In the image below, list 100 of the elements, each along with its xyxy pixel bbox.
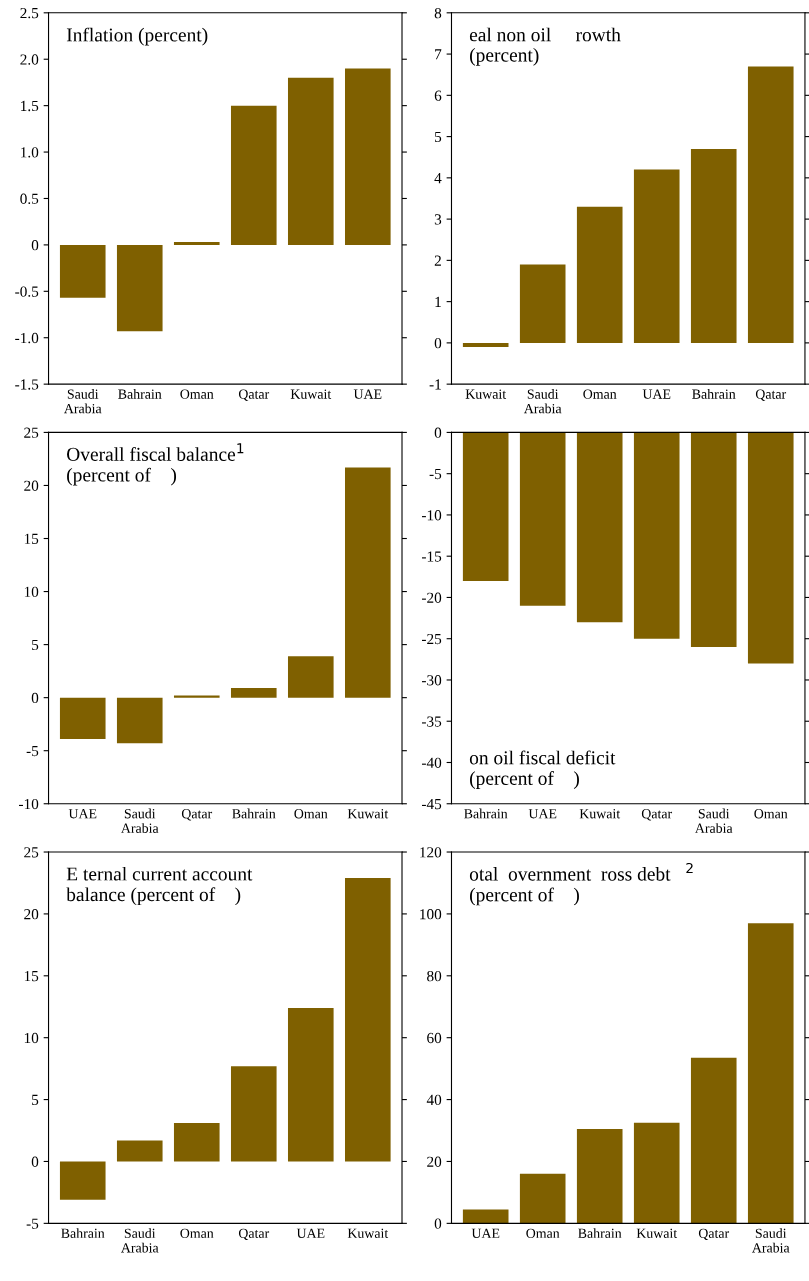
y-tick-label: -1 (429, 379, 441, 390)
y-tick-label: 1.0 (21, 147, 39, 158)
y-tick-label: 60 (427, 1032, 442, 1044)
bar (576, 1128, 623, 1224)
bar (690, 1057, 737, 1224)
x-tick-label: Saudi Arabia (694, 808, 733, 833)
y-tick-label: 2.5 (20, 7, 39, 19)
text: E ternal current account balance (percent of ) (66, 866, 253, 906)
x-tick-label: Bahrain (692, 389, 736, 399)
y-tick-label: 1.5 (21, 100, 39, 112)
bar (230, 1066, 277, 1162)
x-tick-label: Qatar (641, 809, 673, 821)
x-tick-label: Oman (294, 809, 328, 819)
y-tick-label: 0 (31, 240, 39, 251)
x-tick-label: UAE (296, 1228, 325, 1238)
y-tick-label: -5 (429, 468, 442, 480)
y-tick-label: -35 (421, 716, 442, 727)
x-tick-label: Saudi Arabia (751, 1228, 790, 1253)
y-tick-label: 120 (420, 847, 442, 858)
text: on oil fiscal deficit (percent of ) (469, 750, 616, 789)
y-tick-label: -1.0 (15, 332, 39, 344)
x-tick-label: Bahrain (118, 389, 162, 399)
bar (287, 656, 334, 698)
y-tick-label: 100 (420, 909, 442, 920)
bar (59, 697, 106, 740)
x-tick-label: Qatar (238, 1228, 270, 1241)
x-tick-label: Oman (583, 389, 617, 399)
y-tick-label: 0 (434, 427, 442, 438)
bar (462, 342, 509, 348)
y-tick-label: -10 (19, 798, 39, 810)
y-tick-label: 5 (435, 131, 442, 143)
y-tick-label: 20 (24, 480, 39, 491)
bar (287, 77, 334, 245)
y-tick-label: -5 (26, 746, 39, 757)
y-tick-label: 25 (24, 847, 39, 858)
y-tick-label: 15 (24, 971, 39, 982)
x-tick-label: Bahrain (578, 1228, 622, 1238)
bar (230, 105, 277, 245)
bar (173, 695, 220, 698)
bar (519, 1173, 566, 1224)
bar (747, 923, 794, 1224)
chart-title: otal overnment ross debt $^{2}$ (percent of ) (469, 862, 693, 906)
y-tick-label: 8 (434, 7, 442, 19)
bar (633, 1122, 680, 1224)
x-tick-label: Qatar (181, 809, 213, 821)
x-tick-label: UAE (642, 389, 671, 399)
y-tick-label: 6 (434, 90, 442, 101)
x-tick-label: Saudi Arabia (63, 389, 102, 414)
y-tick-label: -40 (421, 757, 442, 768)
y-tick-label: 10 (24, 1032, 39, 1044)
x-tick-label: Bahrain (232, 808, 276, 819)
y-tick-label: -15 (421, 551, 442, 562)
x-tick-label: Bahrain (464, 808, 508, 819)
y-tick-label: 2.0 (20, 54, 39, 65)
x-tick-label: UAE (68, 809, 97, 819)
x-tick-label: Bahrain (61, 1228, 105, 1238)
x-tick-label: Qatar (238, 389, 270, 401)
bar (116, 697, 163, 744)
y-tick-label: 0.5 (20, 193, 39, 204)
x-tick-label: Saudi Arabia (523, 389, 562, 414)
x-tick-label: Oman (180, 389, 214, 399)
x-tick-label: Kuwait (636, 1228, 678, 1238)
bar (344, 467, 391, 698)
bar (116, 244, 163, 332)
y-tick-label: -5 (26, 1218, 39, 1229)
y-tick-label: -1.5 (15, 379, 39, 390)
bar (287, 1007, 334, 1162)
bar (747, 66, 794, 343)
y-tick-label: 4 (434, 173, 442, 184)
bar (116, 1140, 163, 1162)
x-tick-label: Kuwait (347, 809, 389, 819)
x-tick-label: Saudi Arabia (121, 1228, 159, 1253)
bar (230, 688, 277, 698)
x-tick-label: Kuwait (290, 389, 332, 399)
y-tick-label: -30 (421, 675, 442, 686)
y-tick-label: -45 (421, 798, 442, 810)
y-tick-label: 7 (435, 49, 442, 60)
y-tick-label: 25 (24, 427, 39, 438)
x-tick-label: Kuwait (347, 1228, 389, 1238)
x-tick-label: Oman (180, 1228, 214, 1238)
y-tick-label: 0 (434, 338, 442, 349)
x-tick-label: Kuwait (465, 389, 507, 399)
y-tick-label: 5 (32, 639, 39, 651)
y-tick-label: 15 (24, 533, 39, 544)
bar (576, 206, 623, 343)
y-tick-label: 3 (434, 214, 442, 225)
y-tick-label: 0 (31, 692, 39, 704)
y-tick-label: 5 (32, 1094, 39, 1106)
bar (59, 1161, 106, 1200)
y-tick-label: 10 (24, 586, 39, 598)
y-tick-label: 20 (24, 909, 39, 920)
bar (344, 878, 391, 1162)
bar (173, 242, 220, 245)
chart-title: Overall fiscal balance$^{1}$ (percent of ) (67, 443, 244, 486)
y-tick-label: -10 (421, 510, 442, 521)
y-tick-label: 1 (435, 296, 441, 307)
x-tick-label: Oman (526, 1228, 560, 1238)
y-tick-label: 20 (427, 1156, 442, 1167)
bar (519, 264, 566, 343)
y-tick-label: -20 (421, 592, 442, 603)
